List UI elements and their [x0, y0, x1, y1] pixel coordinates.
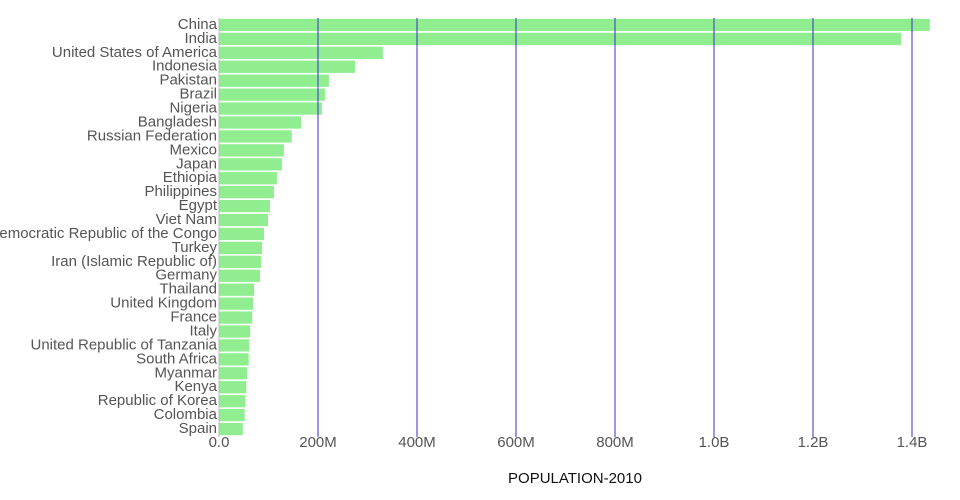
y-tick-label: Republic of Korea — [98, 392, 218, 409]
bar — [219, 353, 249, 366]
bar — [219, 408, 245, 422]
bar — [219, 325, 251, 338]
bar — [219, 422, 243, 436]
x-tick-label: 0.0 — [209, 434, 230, 451]
bar — [219, 88, 325, 101]
y-tick-label: Turkey — [172, 239, 218, 256]
bar — [219, 130, 292, 143]
bar — [219, 381, 247, 394]
y-tick-label: India — [184, 30, 217, 47]
x-tick-label: 400M — [398, 434, 436, 451]
y-tick-label: United Kingdom — [110, 295, 217, 312]
y-tick-label: Democratic Republic of the Congo — [0, 225, 217, 242]
y-tick-label: Spain — [179, 420, 217, 437]
y-tick-label: Pakistan — [159, 72, 217, 89]
bar — [219, 186, 274, 199]
bar — [219, 144, 284, 157]
bar — [219, 60, 356, 73]
y-tick-label: Egypt — [179, 197, 218, 214]
bar — [219, 74, 329, 87]
y-tick-label: Myanmar — [154, 364, 217, 381]
y-tick-label: Mexico — [169, 141, 217, 158]
y-tick-label: Germany — [155, 267, 217, 284]
y-tick-label: Ethiopia — [163, 169, 218, 186]
bar — [219, 116, 302, 129]
bar — [219, 255, 262, 268]
x-tick-label: 600M — [497, 434, 535, 451]
y-tick-label: Bangladesh — [138, 113, 217, 130]
bar — [219, 46, 383, 59]
y-tick-label: Russian Federation — [87, 127, 217, 144]
y-tick-label: Thailand — [159, 281, 217, 298]
bar — [219, 227, 265, 241]
bar — [219, 283, 255, 296]
y-tick-label: Iran (Islamic Republic of) — [51, 253, 217, 270]
y-tick-label: United States of America — [52, 44, 218, 61]
bar — [219, 213, 269, 227]
y-tick-label: Philippines — [144, 183, 217, 200]
y-tick-label: Japan — [176, 155, 217, 172]
y-tick-label: South Africa — [136, 350, 218, 367]
x-tick-label: 200M — [299, 434, 337, 451]
x-tick-label: 1.4B — [897, 434, 928, 451]
y-tick-label: Brazil — [179, 86, 217, 103]
y-tick-label: China — [178, 16, 218, 33]
bar — [219, 102, 322, 115]
y-tick-label: United Republic of Tanzania — [30, 336, 217, 353]
bar — [219, 241, 263, 255]
bar — [219, 18, 930, 32]
x-tick-label: 800M — [596, 434, 634, 451]
bar — [219, 158, 282, 171]
y-tick-label: Colombia — [154, 406, 218, 423]
x-tick-label: 1.2B — [798, 434, 829, 451]
y-tick-label: Nigeria — [169, 100, 217, 117]
bar — [219, 367, 248, 380]
y-tick-label: France — [170, 309, 217, 326]
bar — [219, 339, 250, 352]
x-tick-label: 1.0B — [699, 434, 730, 451]
y-tick-label: Italy — [189, 322, 217, 339]
x-axis-title: POPULATION-2010 — [508, 470, 642, 487]
bar — [219, 172, 277, 185]
y-tick-label: Kenya — [174, 378, 217, 395]
bar — [219, 199, 270, 213]
bar — [219, 395, 246, 408]
y-tick-label: Viet Nam — [156, 211, 217, 228]
bar — [219, 311, 253, 324]
bar — [219, 269, 261, 282]
bar — [219, 297, 254, 310]
bar — [219, 32, 902, 46]
y-tick-label: Indonesia — [152, 58, 218, 75]
